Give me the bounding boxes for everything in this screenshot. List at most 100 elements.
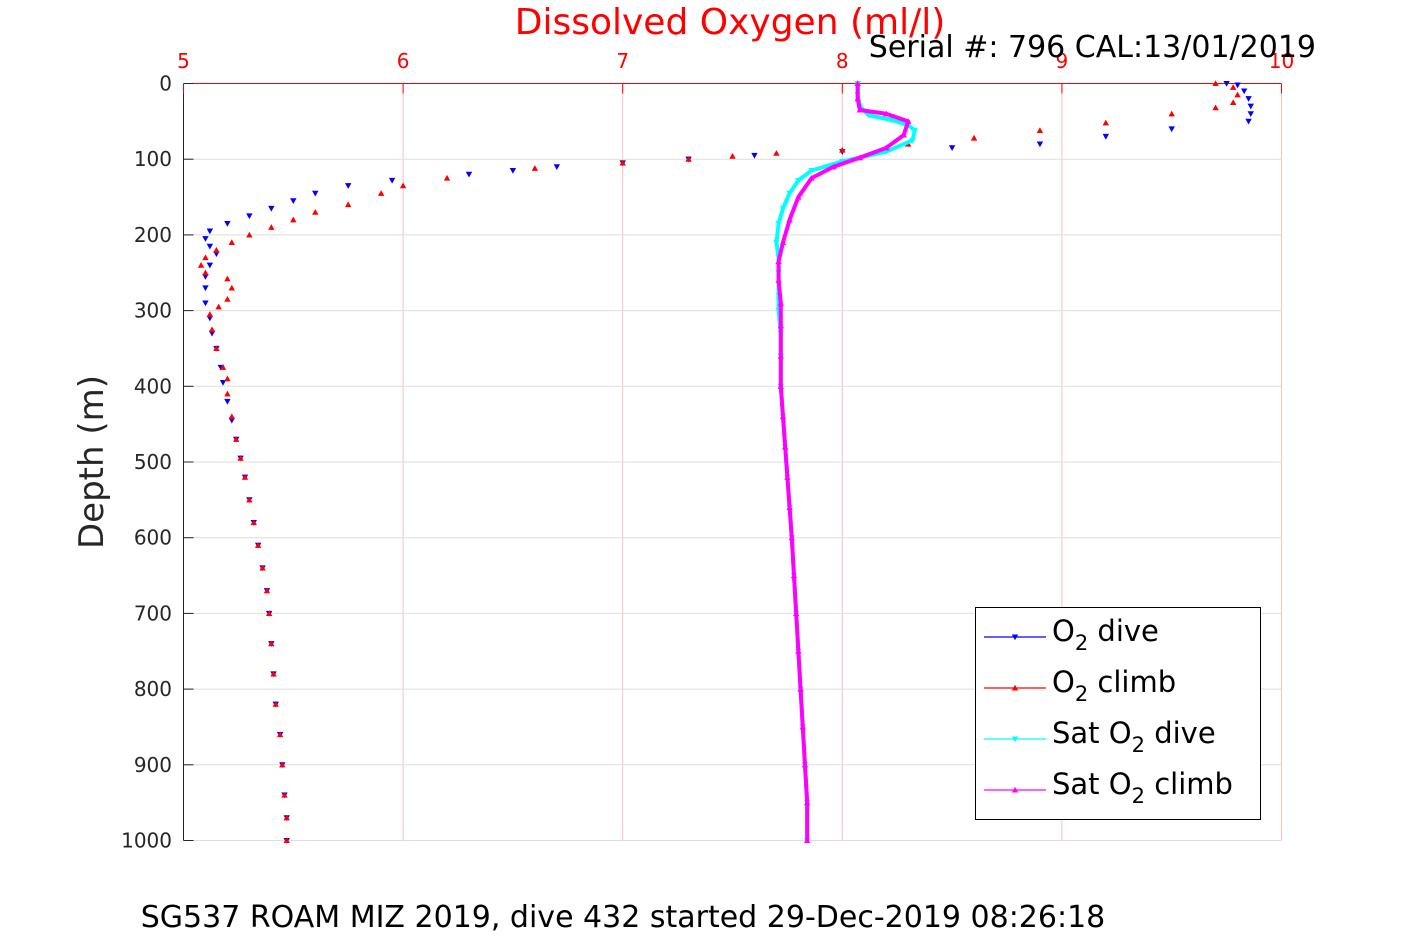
data-point — [779, 413, 787, 420]
data-point — [777, 299, 785, 306]
data-point — [509, 167, 517, 174]
data-point — [388, 177, 396, 184]
legend-label: O2 climb — [1052, 665, 1176, 706]
y-tick-label: 200 — [134, 223, 172, 247]
data-point — [773, 149, 780, 156]
data-point — [246, 231, 253, 238]
y-tick-label: 900 — [134, 753, 172, 777]
data-point — [213, 246, 220, 253]
data-point — [270, 670, 277, 677]
y-tick-label: 1000 — [121, 829, 172, 853]
data-point — [803, 799, 811, 806]
data-point — [345, 183, 352, 189]
data-point — [1102, 119, 1110, 126]
data-point — [224, 390, 231, 397]
data-point — [775, 258, 782, 264]
data-point — [797, 685, 804, 692]
data-point — [228, 417, 236, 424]
y-tick-label: 500 — [134, 450, 172, 474]
data-point — [948, 145, 956, 152]
data-point — [263, 587, 271, 594]
data-point — [865, 112, 872, 119]
data-point — [830, 163, 837, 170]
data-point — [259, 564, 266, 571]
data-point — [281, 791, 288, 798]
data-point — [276, 731, 284, 738]
legend-marker — [1011, 634, 1019, 641]
data-point — [268, 205, 275, 212]
data-point — [854, 80, 861, 87]
data-point — [1245, 118, 1252, 125]
legend-label: Sat O2 dive — [1052, 716, 1216, 757]
data-point — [808, 174, 815, 181]
data-point — [799, 723, 806, 730]
data-point — [808, 167, 815, 174]
y-tick-label: 600 — [134, 526, 172, 550]
x-tick-label: 10 — [1269, 49, 1294, 73]
data-point — [1168, 126, 1175, 133]
data-point — [856, 154, 864, 161]
data-point — [792, 610, 800, 616]
data-point — [531, 165, 539, 171]
data-point — [268, 640, 275, 647]
data-point — [1212, 104, 1219, 111]
data-point — [202, 236, 209, 242]
y-tick-label: 800 — [134, 677, 172, 701]
data-point — [729, 152, 736, 159]
data-point — [312, 208, 319, 215]
data-point — [803, 837, 811, 844]
data-point — [801, 761, 809, 768]
x-tick-label: 8 — [836, 49, 849, 73]
data-point — [1036, 127, 1044, 133]
data-point — [246, 496, 253, 503]
data-point — [250, 519, 257, 526]
data-point — [237, 455, 244, 461]
data-point — [208, 326, 216, 333]
series-o-climb — [197, 80, 1241, 844]
data-point — [1247, 111, 1254, 117]
data-point — [782, 443, 789, 450]
data-point — [206, 315, 214, 322]
data-point — [904, 118, 912, 124]
y-tick-label: 700 — [134, 601, 172, 625]
data-point — [1223, 80, 1230, 87]
data-point — [279, 761, 286, 768]
data-point — [228, 239, 236, 246]
data-point — [900, 131, 907, 138]
data-point — [795, 648, 802, 654]
data-point — [553, 164, 561, 170]
data-point — [788, 534, 795, 541]
y-tick-label: 100 — [134, 147, 172, 171]
data-point — [751, 152, 758, 159]
data-point — [775, 220, 782, 227]
data-point — [786, 190, 793, 197]
data-point — [246, 213, 253, 220]
data-point — [786, 504, 793, 510]
data-point — [219, 379, 227, 386]
legend-marker — [1011, 736, 1019, 743]
data-point — [290, 198, 297, 205]
data-point — [254, 542, 262, 548]
y-tick-label: 400 — [134, 374, 172, 398]
data-point — [399, 182, 407, 189]
data-point — [1036, 141, 1044, 148]
data-point — [883, 144, 890, 151]
data-point — [312, 190, 319, 197]
x-tick-label: 6 — [397, 49, 410, 73]
data-point — [777, 352, 785, 359]
data-point — [779, 205, 787, 212]
data-point — [241, 473, 249, 480]
data-point — [1234, 91, 1241, 98]
data-point — [224, 296, 231, 302]
data-point — [777, 383, 785, 389]
data-point — [970, 134, 978, 141]
data-point — [777, 322, 785, 329]
data-point — [775, 277, 782, 283]
data-point — [197, 261, 205, 268]
data-point — [377, 190, 385, 196]
data-point — [856, 106, 864, 113]
legend-box — [975, 607, 1261, 820]
legend-label: O2 dive — [1052, 614, 1159, 655]
data-point — [887, 117, 894, 124]
data-point — [208, 330, 216, 337]
